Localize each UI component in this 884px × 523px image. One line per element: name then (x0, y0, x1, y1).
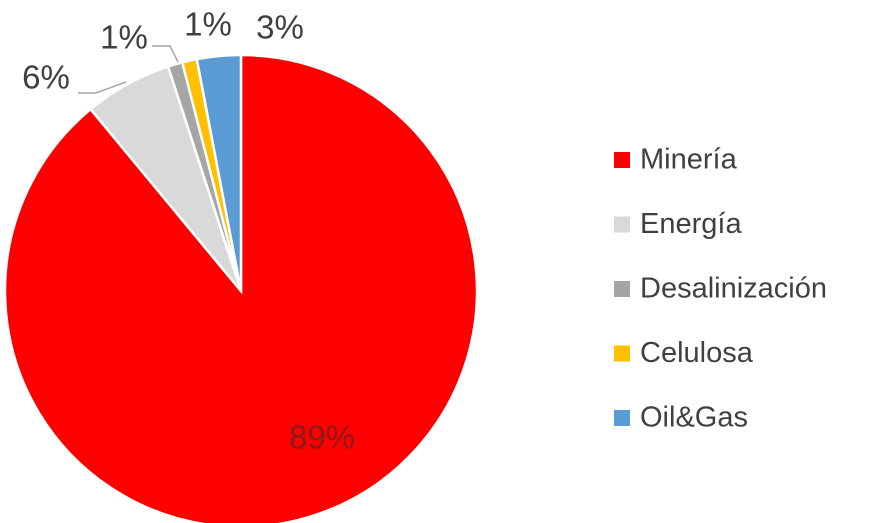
legend-swatch (614, 216, 630, 233)
leader-line (152, 45, 179, 63)
legend-label: Minería (640, 144, 738, 176)
legend-swatch (614, 281, 630, 297)
leader-line (78, 81, 127, 94)
pie-slice (195, 53, 243, 292)
legend-swatch (614, 152, 630, 168)
data-label: 1% (100, 19, 148, 56)
data-label: 3% (256, 9, 304, 46)
data-label: 6% (22, 59, 70, 96)
legend-label: Energía (640, 208, 742, 240)
legend-swatch (614, 410, 630, 426)
data-label: 1% (184, 6, 232, 43)
legend-swatch (614, 345, 630, 362)
data-label: 89% (289, 419, 355, 456)
legend-label: Oil&Gas (640, 402, 748, 434)
legend-label: Celulosa (640, 337, 754, 369)
legend-label: Desalinización (640, 273, 827, 305)
